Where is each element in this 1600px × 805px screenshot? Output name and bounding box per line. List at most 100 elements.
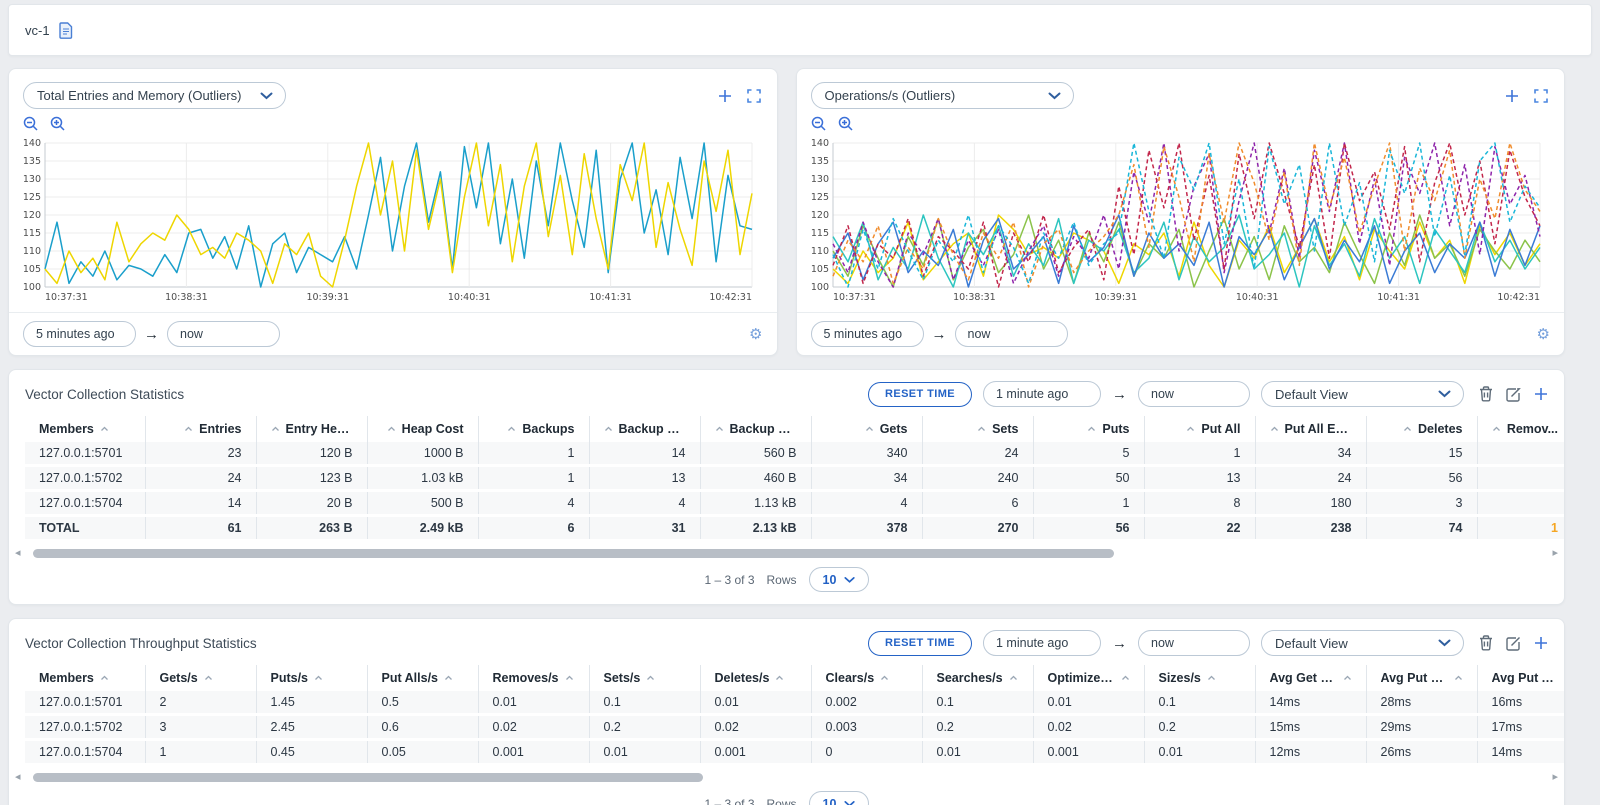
scroll-right-icon[interactable]: ▸ (1552, 770, 1558, 783)
column-header[interactable]: Sets/s (588, 665, 700, 691)
table-cell: 20 B (255, 490, 367, 517)
add-table-icon[interactable] (1534, 636, 1548, 650)
time-to-input[interactable] (1138, 630, 1250, 656)
table-cell: 460 B (699, 465, 811, 492)
time-to-input[interactable] (167, 321, 280, 347)
table-row[interactable]: TOTAL 61 263 B 2.49 kB 6 31 2.13 kB 378 270 56 22 2… (25, 515, 1564, 542)
sort-icon (776, 675, 784, 680)
metric-selector[interactable]: Operations/s (Outliers) (810, 82, 1074, 109)
column-header[interactable]: Clears/s (810, 665, 922, 691)
table-row[interactable]: 127.0.0.1:5702 3 2.45 0.6 0.02 0.2 0.02 0.003 0.… (25, 714, 1564, 741)
table-cell: 0.2 (921, 714, 1033, 741)
column-header[interactable]: Puts/s (255, 665, 367, 691)
column-header[interactable]: Backup Entr... (699, 416, 811, 442)
add-chart-icon[interactable] (718, 89, 732, 103)
scroll-left-icon[interactable]: ◂ (15, 546, 21, 559)
column-header[interactable]: Put All (1143, 416, 1255, 442)
table-row[interactable]: 127.0.0.1:5704 14 20 B 500 B 4 4 1.13 kB 4 6 1 8 18… (25, 490, 1564, 517)
settings-icon[interactable]: ⚙ (749, 325, 763, 343)
column-header[interactable]: Put Alls/s (366, 665, 478, 691)
column-header[interactable]: Deletes (1365, 416, 1477, 442)
scroll-right-icon[interactable]: ▸ (1552, 546, 1558, 559)
add-chart-icon[interactable] (1505, 89, 1519, 103)
column-header[interactable]: Avg Put All L... (1476, 665, 1564, 691)
column-header[interactable]: Entries (144, 416, 256, 442)
time-from-input[interactable] (983, 630, 1101, 656)
page-size-selector[interactable]: 10 (808, 791, 869, 805)
table-row[interactable]: 127.0.0.1:5702 24 123 B 1.03 kB 1 13 460 B 34 24… (25, 465, 1564, 492)
reset-time-button[interactable]: RESET TIME (867, 381, 972, 407)
table-row[interactable]: 127.0.0.1:5701 2 1.45 0.5 0.01 0.1 0.01 0.002 0.… (25, 691, 1564, 716)
page-title: vc-1 (25, 22, 50, 38)
edit-view-icon[interactable] (1506, 636, 1521, 651)
time-to-input[interactable] (954, 321, 1068, 347)
column-header[interactable]: Searches/s (921, 665, 1033, 691)
zoom-in-icon[interactable] (50, 116, 66, 132)
scrollbar-thumb[interactable] (33, 772, 704, 782)
column-header[interactable]: Gets (810, 416, 922, 442)
column-label: Puts/s (270, 671, 309, 685)
table-row[interactable]: 127.0.0.1:5701 23 120 B 1000 B 1 14 560 B 340 24… (25, 442, 1564, 467)
column-header[interactable]: Avg Put Late... (1365, 665, 1477, 691)
table-cell: 127.0.0.1:5702 (25, 465, 145, 492)
expand-icon[interactable] (1534, 88, 1548, 103)
horizontal-scrollbar[interactable] (25, 772, 1548, 782)
sort-icon (881, 675, 889, 680)
column-header[interactable]: Gets/s (144, 665, 256, 691)
table-cell: 2.49 kB (366, 515, 478, 542)
column-header[interactable]: Deletes/s (699, 665, 811, 691)
zoom-in-icon[interactable] (838, 116, 854, 132)
column-header[interactable]: Heap Cost (366, 416, 478, 442)
table-cell: 1 (1032, 490, 1144, 517)
time-from-input[interactable] (810, 321, 924, 347)
scrollbar-thumb[interactable] (33, 548, 1115, 558)
table-cell: 0.001 (699, 739, 811, 766)
document-icon[interactable] (58, 21, 73, 39)
time-from-input[interactable] (23, 321, 136, 347)
table-row[interactable]: 127.0.0.1:5704 1 0.45 0.05 0.001 0.01 0.001 0 0.… (25, 739, 1564, 766)
column-header[interactable]: Removes/s (477, 665, 589, 691)
column-header[interactable]: Remov... (1476, 416, 1564, 442)
horizontal-scrollbar[interactable] (25, 548, 1548, 558)
svg-text:10:41:31: 10:41:31 (1377, 292, 1420, 303)
settings-icon[interactable]: ⚙ (1536, 325, 1550, 343)
zoom-out-icon[interactable] (23, 116, 39, 132)
column-header[interactable]: Puts (1032, 416, 1144, 442)
table-cell: 34 (810, 465, 922, 492)
reset-time-button[interactable]: RESET TIME (867, 630, 972, 656)
svg-text:125: 125 (23, 192, 41, 203)
scroll-left-icon[interactable]: ◂ (15, 770, 21, 783)
view-selector[interactable]: Default View (1261, 630, 1464, 656)
expand-icon[interactable] (746, 88, 761, 103)
sort-icon (978, 426, 986, 431)
column-label: Entry Heap ... (285, 422, 353, 436)
add-table-icon[interactable] (1534, 387, 1548, 401)
column-header[interactable]: Members (25, 665, 145, 691)
metric-selector[interactable]: Total Entries and Memory (Outliers) (23, 82, 286, 109)
column-header[interactable]: Optimizes/s (1032, 665, 1144, 691)
time-to-input[interactable] (1138, 381, 1250, 407)
table-cell: 56 (1365, 465, 1477, 492)
svg-text:135: 135 (23, 156, 41, 167)
table-cell: 0.001 (1032, 739, 1144, 766)
delete-view-icon[interactable] (1479, 635, 1493, 651)
column-header[interactable]: Entry Heap ... (255, 416, 367, 442)
column-header[interactable]: Backups (477, 416, 589, 442)
table-cell: 0.01 (1032, 691, 1144, 716)
edit-view-icon[interactable] (1506, 387, 1521, 402)
column-header[interactable]: Backup Entri... (588, 416, 700, 442)
column-header[interactable]: Sizes/s (1143, 665, 1255, 691)
column-header[interactable]: Avg Get Late... (1254, 665, 1366, 691)
column-label: Entries (199, 422, 242, 436)
column-header[interactable]: Put All Entries (1254, 416, 1366, 442)
delete-view-icon[interactable] (1479, 386, 1493, 402)
page-size-selector[interactable]: 10 (808, 567, 869, 592)
zoom-out-icon[interactable] (811, 116, 827, 132)
view-selector[interactable]: Default View (1261, 381, 1464, 407)
sort-icon (1207, 675, 1215, 680)
time-from-input[interactable] (983, 381, 1101, 407)
column-label: Backup Entri... (618, 422, 686, 436)
column-header[interactable]: Sets (921, 416, 1033, 442)
column-header[interactable]: Members (25, 416, 145, 442)
arrow-right-icon: → (1112, 385, 1127, 403)
